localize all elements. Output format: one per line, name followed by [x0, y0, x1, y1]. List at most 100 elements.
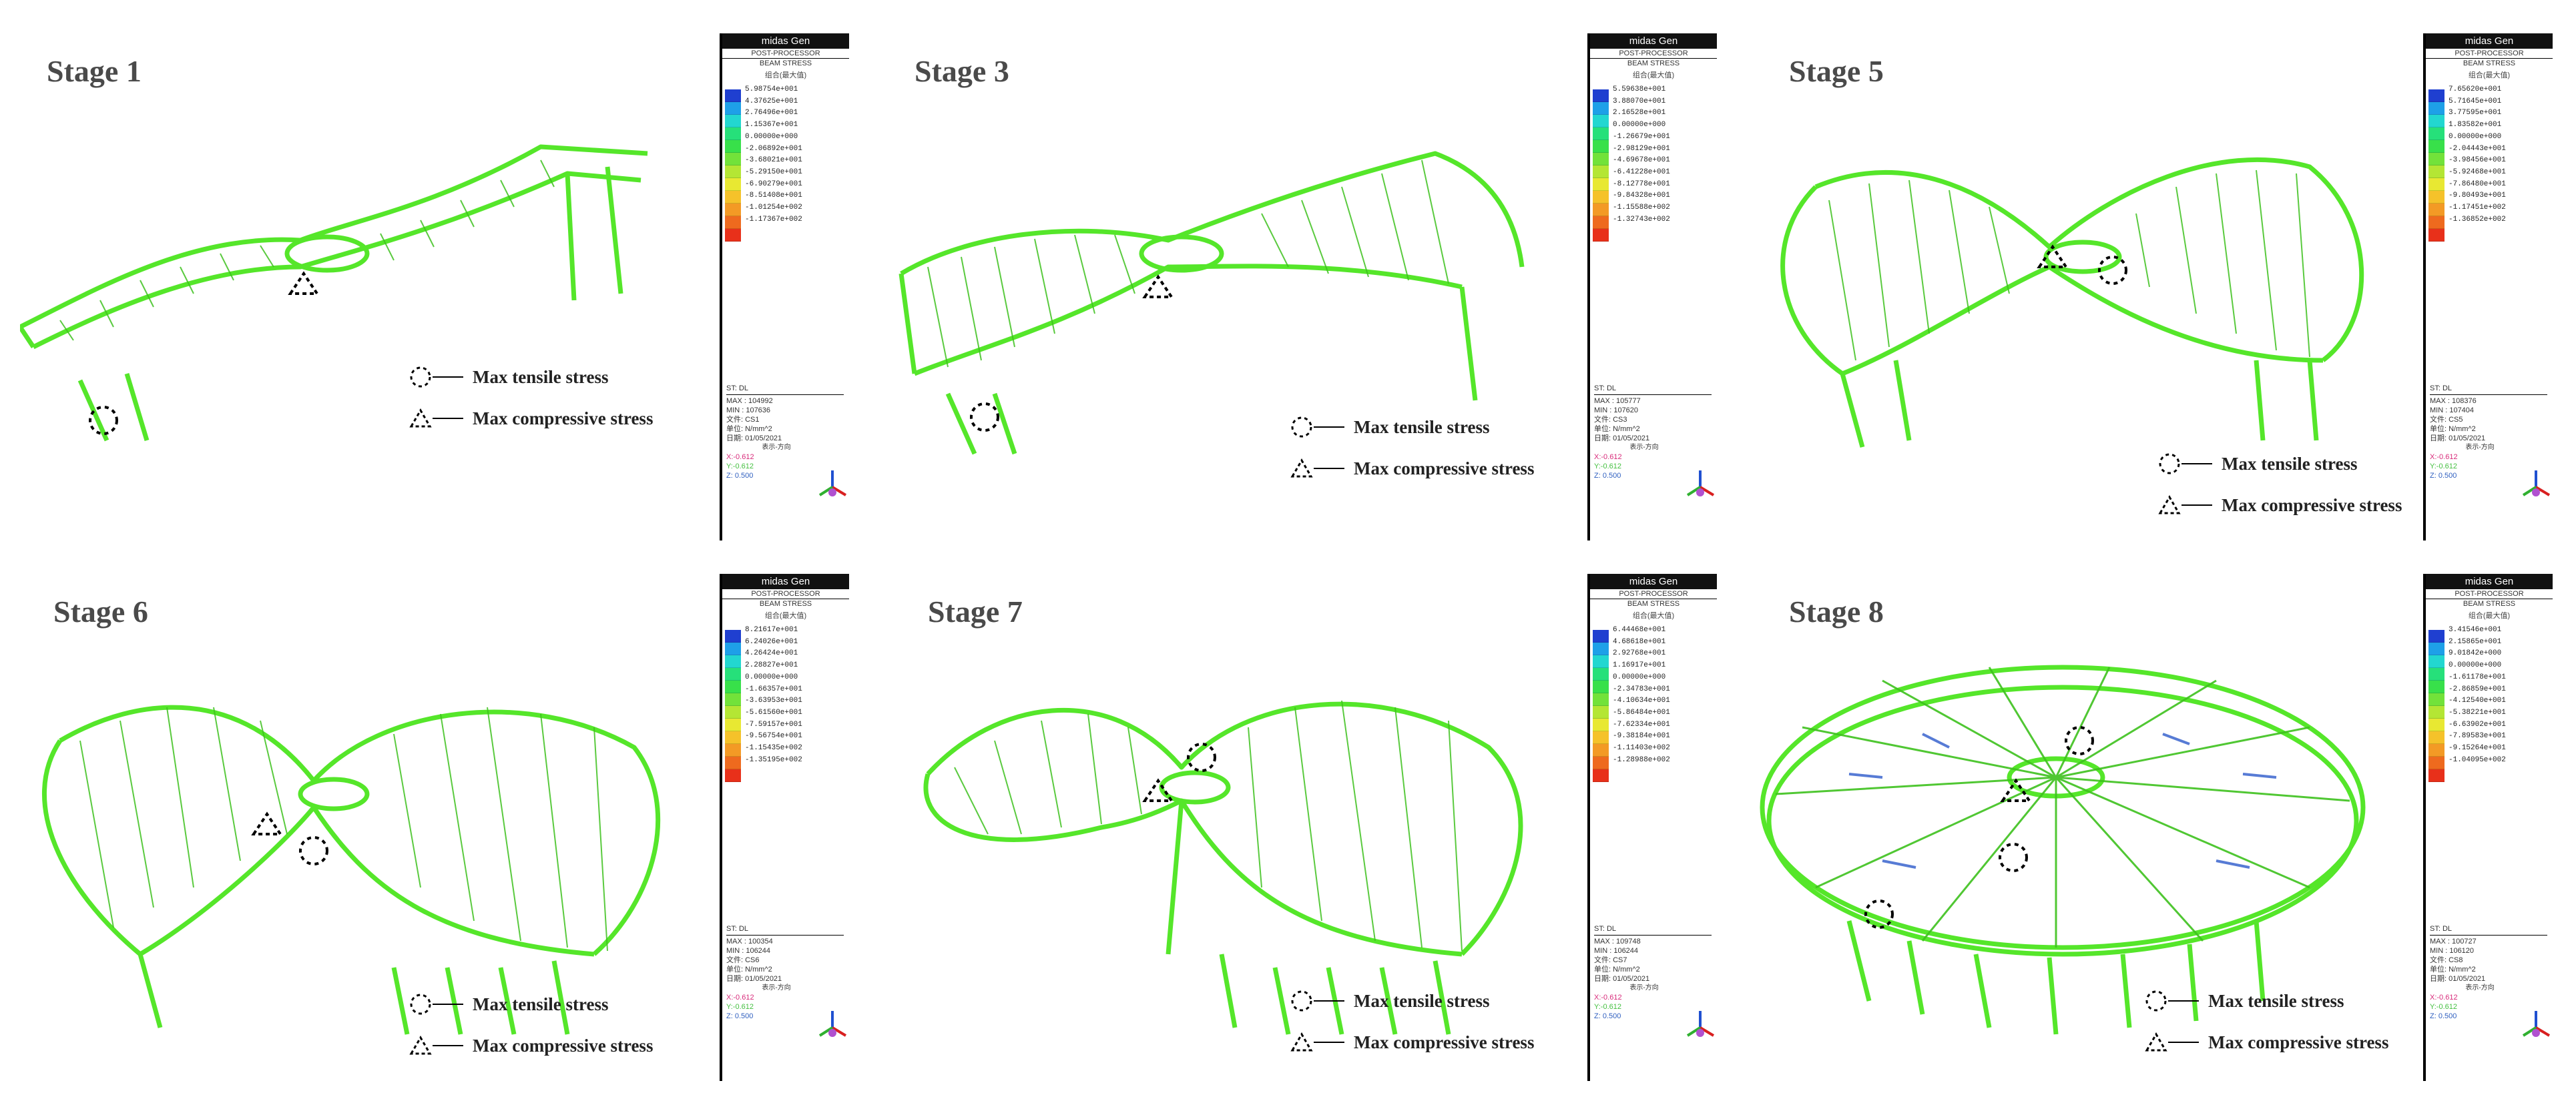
- color-swatch: [1593, 204, 1609, 216]
- unit-label: 单位: N/mm^2: [2430, 425, 2476, 433]
- colorbar-tick-label: 9.01842e+000: [2449, 649, 2502, 658]
- colorbar-tick-label: -1.11403e+002: [1613, 744, 1670, 753]
- stage-panel: Stage 3 Max tensile stress Max compressi…: [888, 33, 1729, 554]
- min-value: MIN : 107636: [726, 406, 771, 414]
- colorbar-scale: 3.41546e+001 2.15865e+001 9.01842e+000 0.00…: [2426, 623, 2553, 790]
- colorbar-tick-label: -7.86480e+001: [2449, 179, 2506, 188]
- tensile-legend-row: Max tensile stress: [1288, 988, 1534, 1014]
- color-swatch: [1593, 165, 1609, 178]
- colorbar-tick-label: -8.51408e+001: [745, 192, 802, 200]
- dashed-triangle-icon: [2158, 495, 2212, 514]
- colorbar-tick-label: -1.17451e+002: [2449, 204, 2506, 212]
- y-direction: Y:-0.612: [2430, 1003, 2457, 1011]
- y-direction: Y:-0.612: [1594, 462, 1621, 470]
- colorbar-tick-label: -9.80493e+001: [2449, 192, 2506, 200]
- tensile-label: Max tensile stress: [473, 994, 609, 1014]
- compressive-legend-row: Max compressive stress: [407, 1032, 653, 1059]
- color-swatch: [1593, 744, 1609, 757]
- colorbar-ticks: 8.21617e+001 6.24026e+001 4.26424e+001 2.28…: [745, 625, 802, 766]
- marker-legend: Max tensile stress Max compressive stres…: [407, 991, 653, 1074]
- z-direction: Z: 0.500: [2430, 472, 2457, 480]
- compressive-label: Max compressive stress: [2222, 494, 2402, 515]
- structure-model: [20, 144, 648, 442]
- colorbar-tick-label: -7.62334e+001: [1613, 720, 1670, 729]
- view-note: 表示-方向: [2465, 984, 2495, 992]
- colorbar-tick-label: 4.37625e+001: [745, 97, 798, 105]
- colorbar-scale: 5.59638e+001 3.88070e+001 2.16528e+001 0.00…: [1590, 83, 1717, 250]
- dashed-circle-icon: [2145, 990, 2199, 1012]
- combo-note: 组合(最大值): [2468, 612, 2511, 620]
- color-swatch: [2428, 153, 2444, 165]
- dashed-circle-icon: [1291, 416, 1344, 438]
- color-swatch: [2428, 191, 2444, 204]
- load-case: ST: DL: [726, 384, 749, 392]
- stress-colorbar: midas Gen POST-PROCESSOR BEAM STRESS 组合(…: [720, 574, 849, 1081]
- color-swatch: [725, 731, 741, 744]
- color-swatch: [1593, 643, 1609, 655]
- colorbar-tick-label: 3.77595e+001: [2449, 109, 2502, 117]
- load-case: ST: DL: [1594, 384, 1617, 392]
- color-swatch: [1593, 731, 1609, 744]
- combo-note: 组合(最大值): [764, 612, 807, 620]
- color-swatch: [725, 630, 741, 643]
- colorbar-tick-label: -6.63902e+001: [2449, 720, 2506, 729]
- combo-note: 组合(最大值): [1632, 71, 1675, 79]
- tensile-legend-row: Max tensile stress: [2156, 450, 2402, 477]
- colorbar-tick-label: -5.92468e+001: [2449, 167, 2506, 176]
- max-value: MAX : 105777: [1594, 397, 1641, 405]
- colorbar-tick-label: -9.38184e+001: [1613, 732, 1670, 741]
- unit-label: 单位: N/mm^2: [1594, 966, 1640, 974]
- colorbar-tick-label: 3.88070e+001: [1613, 97, 1666, 105]
- tensile-label: Max tensile stress: [1354, 990, 1490, 1011]
- dashed-triangle-icon: [409, 1036, 463, 1055]
- load-case: ST: DL: [2430, 925, 2453, 933]
- app-name: midas Gen: [2426, 33, 2553, 49]
- stage-title: Stage 7: [928, 595, 1023, 629]
- colorbar-tick-label: -1.28988e+002: [1613, 755, 1670, 764]
- app-name: midas Gen: [1590, 33, 1717, 49]
- color-swatch: [725, 769, 741, 782]
- color-swatch: [2428, 731, 2444, 744]
- color-swatch: [2428, 115, 2444, 127]
- colorbar-ticks: 6.44468e+001 4.68618e+001 2.92768e+001 1.16…: [1613, 625, 1670, 766]
- colorbar-tick-label: 0.00000e+000: [745, 673, 798, 681]
- color-swatch: [725, 140, 741, 153]
- colorbar-tick-label: -1.01254e+002: [745, 204, 802, 212]
- max-value: MAX : 100727: [2430, 938, 2477, 946]
- color-swatch: [2428, 744, 2444, 757]
- y-direction: Y:-0.612: [726, 462, 754, 470]
- file-name: 文件: CS6: [726, 956, 760, 964]
- colorbar-tick-label: -6.90279e+001: [745, 179, 802, 188]
- x-direction: X:-0.612: [726, 453, 754, 461]
- colorbar-tick-label: -1.15435e+002: [745, 744, 802, 753]
- result-name: BEAM STRESS: [759, 600, 812, 608]
- stage-panel: Stage 5 Max tensile stress Max compressi…: [1736, 33, 2576, 554]
- color-swatch: [725, 643, 741, 655]
- colorbar-footer: ST: DL MAX : 100354 MIN : 106244 文件: CS6…: [726, 924, 844, 1021]
- color-swatch: [1593, 630, 1609, 643]
- stress-colorbar: midas Gen POST-PROCESSOR BEAM STRESS 组合(…: [2423, 574, 2553, 1081]
- x-direction: X:-0.612: [2430, 994, 2458, 1002]
- tensile-label: Max tensile stress: [2222, 453, 2358, 474]
- color-swatch: [2428, 229, 2444, 242]
- z-direction: Z: 0.500: [1594, 472, 1621, 480]
- colorbar-ticks: 3.41546e+001 2.15865e+001 9.01842e+000 0.00…: [2449, 625, 2506, 766]
- color-swatch: [725, 127, 741, 140]
- colorbar-tick-label: 5.98754e+001: [745, 85, 798, 93]
- color-swatch: [1593, 115, 1609, 127]
- tensile-label: Max tensile stress: [1354, 416, 1490, 437]
- app-name: midas Gen: [2426, 574, 2553, 589]
- max-value: MAX : 108376: [2430, 397, 2477, 405]
- color-swatch: [1593, 719, 1609, 731]
- min-value: MIN : 107404: [2430, 406, 2475, 414]
- color-swatches: [2428, 630, 2444, 782]
- color-swatch: [1593, 140, 1609, 153]
- colorbar-tick-label: -1.66357e+001: [745, 685, 802, 693]
- colorbar-tick-label: 2.28827e+001: [745, 661, 798, 670]
- x-direction: X:-0.612: [2430, 453, 2458, 461]
- colorbar-tick-label: 2.15865e+001: [2449, 637, 2502, 646]
- compressive-label: Max compressive stress: [473, 408, 654, 428]
- colorbar-tick-label: -5.29150e+001: [745, 167, 802, 176]
- colorbar-tick-label: 1.83582e+001: [2449, 121, 2502, 129]
- compressive-legend-row: Max compressive stress: [407, 405, 653, 432]
